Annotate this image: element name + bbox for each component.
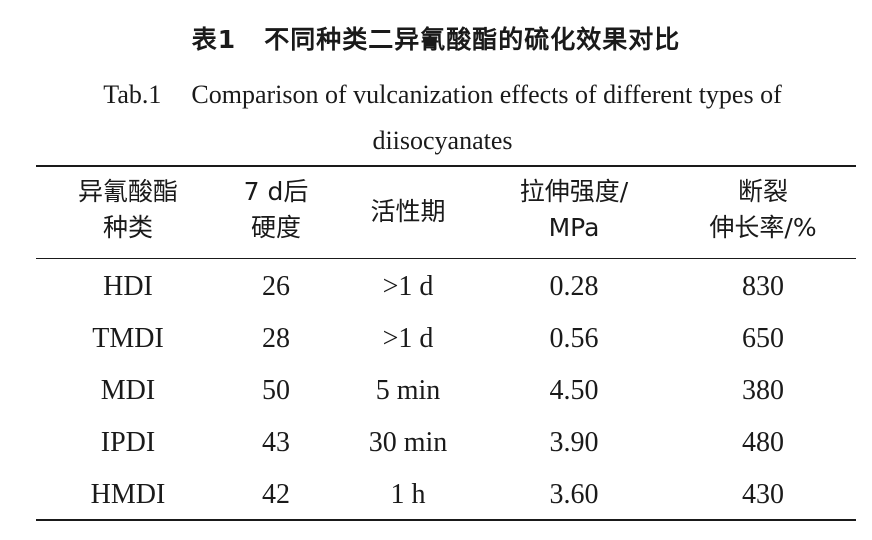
caption-en-label: Tab.1	[103, 80, 162, 109]
table-cell: >1 d	[382, 271, 434, 302]
table-cell: HDI	[103, 271, 153, 302]
table-cell: 380	[742, 375, 784, 406]
table-cell: 30 min	[368, 427, 448, 458]
header-line: 拉伸强度/	[519, 177, 629, 206]
table-bottom-rule	[36, 519, 856, 521]
table-cell: 3.90	[549, 427, 599, 458]
header-line: MPa	[548, 213, 600, 242]
table-cell: 3.60	[549, 479, 599, 510]
header-line: 7 d后	[243, 177, 309, 206]
header-tensile-strength: 拉伸强度/ MPa	[520, 174, 628, 246]
header-line: 硬度	[250, 213, 302, 242]
header-line: 异氰酸酯	[77, 177, 179, 206]
caption-cn-label: 表1	[191, 25, 237, 54]
table-cell: 480	[742, 427, 784, 458]
header-line: 断裂	[737, 177, 788, 206]
table-cell: 28	[262, 323, 290, 354]
table-cell: 43	[262, 427, 290, 458]
table-cell: IPDI	[100, 427, 156, 458]
caption-cn-title: 不同种类二异氰酸酯的硫化效果对比	[264, 25, 681, 54]
table-cell: 430	[742, 479, 784, 510]
header-pot-life: 活性期	[370, 194, 445, 230]
table-cell: 26	[262, 271, 290, 302]
table-cell: 1 h	[390, 479, 426, 510]
table-cell: 50	[262, 375, 290, 406]
header-line: 种类	[102, 213, 154, 242]
table-cell: 650	[742, 323, 784, 354]
table-caption-english: Tab.1 Comparison of vulcanization effects…	[40, 72, 845, 164]
table-cell: 0.56	[549, 323, 599, 354]
table-cell: >1 d	[382, 323, 434, 354]
table-cell: 830	[742, 271, 784, 302]
header-hardness-7d: 7 d后 硬度	[244, 174, 309, 246]
table-header-rule	[36, 258, 856, 259]
table-cell: MDI	[100, 375, 156, 406]
table-cell: 0.28	[549, 271, 599, 302]
header-line: 伸长率/%	[709, 213, 817, 242]
caption-en-title: Comparison of vulcanization effects of d…	[191, 80, 782, 155]
table-cell: HMDI	[90, 479, 166, 510]
table-cell: TMDI	[92, 323, 164, 354]
table-top-rule	[36, 165, 856, 167]
header-isocyanate-type: 异氰酸酯 种类	[78, 174, 178, 246]
table-cell: 42	[262, 479, 290, 510]
table-cell: 4.50	[549, 375, 599, 406]
table-caption-chinese: 表1 不同种类二异氰酸酯的硫化效果对比	[0, 20, 872, 56]
header-elongation-at-break: 断裂 伸长率/%	[709, 174, 816, 246]
header-line: 活性期	[370, 197, 446, 226]
table-cell: 5 min	[375, 375, 441, 406]
